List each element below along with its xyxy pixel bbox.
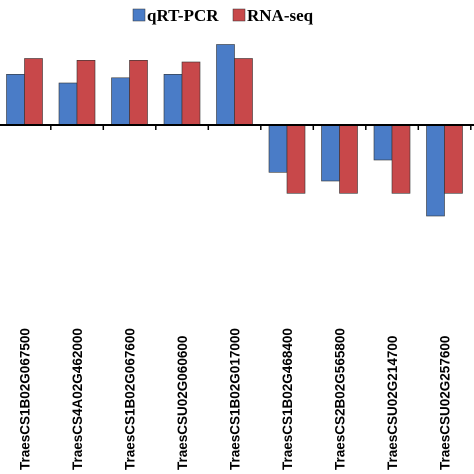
bar-qrt-pcr-9 <box>426 124 445 217</box>
bar-rna-seq-3 <box>129 59 148 126</box>
bar-qrt-pcr-1 <box>6 74 25 126</box>
bar-rna-seq-6 <box>286 124 306 194</box>
legend-swatch-qrt-pcr <box>132 8 146 22</box>
category-label-4: TraesCSU02G060600 <box>175 336 190 470</box>
category-label-5: TraesCS1B02G017000 <box>228 328 243 470</box>
category-label-9: TraesCSU02G257600 <box>438 336 453 470</box>
category-label-6: TraesCS1B02G468400 <box>280 328 295 470</box>
bar-qrt-pcr-7 <box>321 124 340 182</box>
legend-label-qrt-pcr: qRT-PCR <box>147 6 219 25</box>
category-label-8: TraesCSU02G214700 <box>385 336 400 470</box>
bars-group <box>6 44 463 217</box>
bar-rna-seq-4 <box>181 61 201 126</box>
bar-qrt-pcr-4 <box>163 74 183 126</box>
tick-labels: TraesCS1B02G067500 TraesCS4A02G462000 Trae… <box>18 328 453 470</box>
category-label-3: TraesCS1B02G067600 <box>123 328 138 470</box>
bar-qrt-pcr-3 <box>111 77 130 126</box>
category-label-7: TraesCS2B02G565800 <box>333 328 348 470</box>
bar-qrt-pcr-8 <box>373 124 393 161</box>
bar-rna-seq-9 <box>444 124 463 194</box>
bar-rna-seq-8 <box>391 124 411 194</box>
legend-label-rna-seq: RNA-seq <box>247 6 314 25</box>
bar-qrt-pcr-2 <box>58 82 78 126</box>
bar-qrt-pcr-6 <box>268 124 288 173</box>
category-label-1: TraesCS1B02G067500 <box>18 328 33 470</box>
legend: qRT-PCR RNA-seq <box>132 6 314 25</box>
bar-rna-seq-7 <box>339 124 358 194</box>
bar-rna-seq-5 <box>234 58 253 126</box>
bar-qrt-pcr-5 <box>216 44 235 126</box>
bar-rna-seq-2 <box>76 59 96 126</box>
category-label-2: TraesCS4A02G462000 <box>70 328 85 470</box>
legend-swatch-rna-seq <box>232 8 246 22</box>
bar-rna-seq-1 <box>24 58 43 126</box>
x-axis <box>0 124 474 130</box>
